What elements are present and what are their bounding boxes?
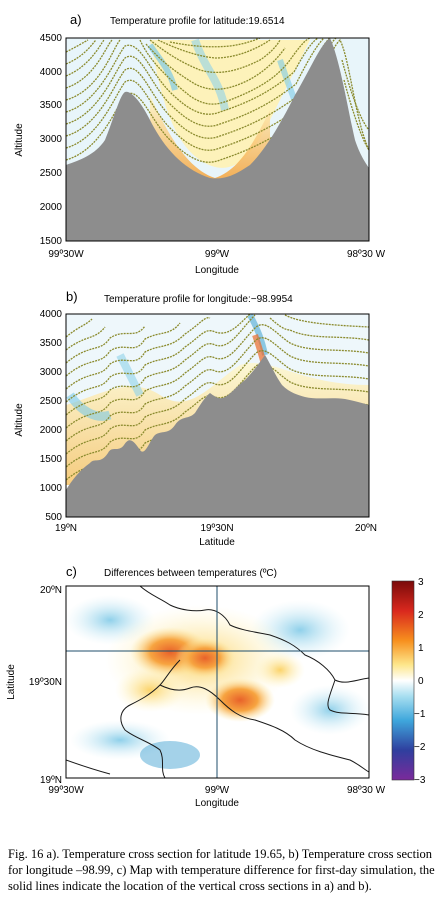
svg-text:99ºW: 99ºW — [205, 249, 230, 260]
svg-text:98º30 W: 98º30 W — [347, 785, 386, 796]
svg-text:2500: 2500 — [40, 396, 63, 407]
svg-text:1500: 1500 — [40, 236, 63, 247]
svg-text:3500: 3500 — [40, 338, 63, 349]
panel-a-xlabel: Longitude — [195, 265, 239, 276]
svg-text:3500: 3500 — [40, 100, 63, 111]
boundary-lines — [66, 586, 369, 778]
panel-b-frame — [65, 313, 370, 518]
svg-text:3: 3 — [418, 577, 424, 588]
panel-b-xaxis: 19ºN 19º30N 20ºN — [55, 523, 377, 534]
panel-a-letter: a) — [70, 12, 82, 27]
isotherm-lines-a — [66, 38, 369, 163]
svg-text:4000: 4000 — [40, 67, 63, 78]
svg-text:99ºW: 99ºW — [205, 785, 230, 796]
panel-a: a) Temperature profile for latitude:19.6… — [0, 0, 442, 285]
panel-c-map — [66, 586, 369, 778]
panel-c-yaxis: 20ºN 19º30N 19ºN — [29, 585, 62, 786]
terrain-b — [66, 355, 369, 517]
panel-b: b) Temperature profile for longitude:−98… — [0, 285, 442, 560]
panel-c-ylabel: Latitude — [6, 664, 17, 700]
svg-text:2500: 2500 — [40, 168, 63, 179]
svg-text:2000: 2000 — [40, 425, 63, 436]
panel-c-title: Differences between temperatures (ºC) — [104, 568, 277, 579]
panel-a-title: Temperature profile for latitude:19.6514 — [110, 16, 285, 27]
svg-text:1500: 1500 — [40, 454, 63, 465]
figure-caption: Fig. 16 a). Temperature cross section fo… — [8, 847, 435, 893]
svg-text:19º30N: 19º30N — [200, 523, 233, 534]
svg-text:99º30W: 99º30W — [48, 785, 84, 796]
svg-text:4000: 4000 — [40, 309, 63, 320]
svg-text:4500: 4500 — [40, 33, 63, 44]
svg-text:500: 500 — [45, 512, 62, 523]
svg-text:−2: −2 — [414, 742, 426, 753]
panel-c-xlabel: Longitude — [195, 798, 239, 809]
terrain-a — [66, 38, 369, 241]
panel-b-ylabel: Altitude — [14, 403, 25, 437]
panel-b-yaxis: 500 1000 1500 2000 2500 3000 3500 4000 — [40, 309, 63, 523]
panel-a-plot — [66, 38, 369, 241]
svg-text:19ºN: 19ºN — [40, 775, 62, 786]
svg-text:3000: 3000 — [40, 134, 63, 145]
svg-text:1: 1 — [418, 643, 424, 654]
panel-c-frame — [65, 585, 370, 779]
svg-text:2000: 2000 — [40, 202, 63, 213]
svg-text:2: 2 — [418, 610, 424, 621]
panel-b-letter: b) — [66, 289, 78, 304]
svg-text:19º30N: 19º30N — [29, 677, 62, 688]
panel-c: c) Differences between temperatures (ºC)… — [0, 560, 442, 835]
svg-text:−1: −1 — [414, 709, 426, 720]
panel-a-frame — [65, 37, 370, 242]
panel-c-xaxis: 99º30W 99ºW 98º30 W — [48, 785, 385, 796]
svg-text:99º30W: 99º30W — [48, 249, 84, 260]
colorbar-ticks: 3 2 1 0 −1 −2 −3 — [414, 577, 426, 786]
panel-b-xlabel: Latitude — [199, 537, 235, 548]
svg-text:3000: 3000 — [40, 367, 63, 378]
panel-b-plot — [66, 314, 369, 517]
panel-b-title: Temperature profile for longitude:−98.99… — [104, 294, 293, 305]
panel-a-xaxis: 99º30W 99ºW 98º30 W — [48, 249, 385, 260]
svg-text:1000: 1000 — [40, 483, 63, 494]
panel-c-letter: c) — [66, 564, 77, 579]
panel-a-yaxis: 1500 2000 2500 3000 3500 4000 4500 — [40, 33, 63, 247]
svg-text:0: 0 — [418, 676, 424, 687]
svg-text:19ºN: 19ºN — [55, 523, 77, 534]
svg-text:98º30 W: 98º30 W — [347, 249, 386, 260]
svg-text:−3: −3 — [414, 775, 426, 786]
svg-text:20ºN: 20ºN — [355, 523, 377, 534]
colorbar — [391, 580, 415, 781]
panel-a-ylabel: Altitude — [14, 123, 25, 157]
svg-text:20ºN: 20ºN — [40, 585, 62, 596]
